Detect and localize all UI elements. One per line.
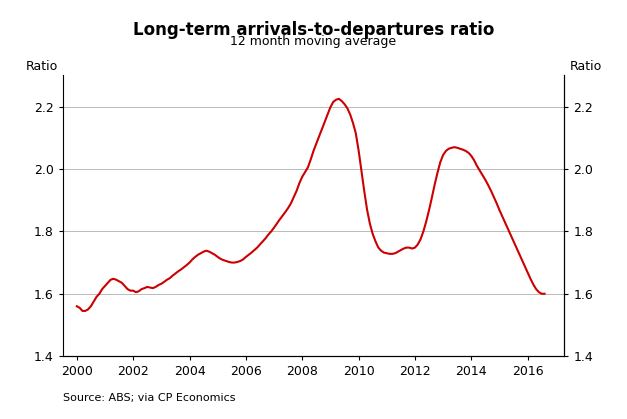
Title: 12 month moving average: 12 month moving average bbox=[231, 35, 396, 48]
Text: Ratio: Ratio bbox=[26, 59, 58, 72]
Text: Long-term arrivals-to-departures ratio: Long-term arrivals-to-departures ratio bbox=[133, 21, 494, 39]
Text: Source: ABS; via CP Economics: Source: ABS; via CP Economics bbox=[63, 393, 235, 403]
Text: Ratio: Ratio bbox=[569, 59, 601, 72]
